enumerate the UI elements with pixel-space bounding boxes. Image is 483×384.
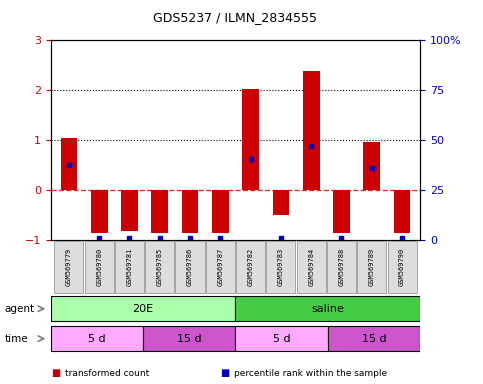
Text: GSM569785: GSM569785: [157, 248, 163, 286]
Text: saline: saline: [312, 304, 344, 314]
Text: GSM569782: GSM569782: [248, 248, 254, 286]
Text: GDS5237 / ILMN_2834555: GDS5237 / ILMN_2834555: [154, 12, 317, 25]
FancyBboxPatch shape: [143, 326, 236, 351]
Text: agent: agent: [5, 304, 35, 314]
FancyBboxPatch shape: [297, 240, 326, 293]
Text: GSM569781: GSM569781: [127, 248, 132, 286]
FancyBboxPatch shape: [51, 296, 236, 321]
FancyBboxPatch shape: [85, 240, 114, 293]
FancyBboxPatch shape: [145, 240, 174, 293]
FancyBboxPatch shape: [55, 240, 84, 293]
Text: ■: ■: [51, 368, 60, 378]
FancyBboxPatch shape: [236, 240, 265, 293]
FancyBboxPatch shape: [387, 240, 416, 293]
Text: GSM569784: GSM569784: [308, 248, 314, 286]
Text: GSM569787: GSM569787: [217, 248, 223, 286]
Text: 15 d: 15 d: [177, 334, 201, 344]
Bar: [151, 190, 168, 233]
Text: percentile rank within the sample: percentile rank within the sample: [234, 369, 387, 378]
FancyBboxPatch shape: [236, 326, 328, 351]
Bar: [272, 190, 289, 215]
Bar: [333, 190, 350, 233]
Text: GSM569786: GSM569786: [187, 248, 193, 286]
Bar: [121, 190, 138, 231]
Bar: [60, 138, 77, 190]
Bar: [394, 190, 411, 233]
FancyBboxPatch shape: [51, 326, 143, 351]
FancyBboxPatch shape: [266, 240, 296, 293]
Bar: [212, 190, 228, 233]
Text: GSM569789: GSM569789: [369, 248, 375, 286]
Text: 5 d: 5 d: [273, 334, 290, 344]
Bar: [303, 71, 320, 190]
FancyBboxPatch shape: [175, 240, 205, 293]
Text: 5 d: 5 d: [88, 334, 106, 344]
Bar: [363, 142, 380, 190]
Text: transformed count: transformed count: [65, 369, 149, 378]
FancyBboxPatch shape: [328, 326, 420, 351]
Text: GSM569790: GSM569790: [399, 248, 405, 286]
Text: GSM569783: GSM569783: [278, 248, 284, 286]
FancyBboxPatch shape: [206, 240, 235, 293]
Text: ■: ■: [220, 368, 229, 378]
FancyBboxPatch shape: [327, 240, 356, 293]
Text: 20E: 20E: [132, 304, 154, 314]
Bar: [182, 190, 199, 233]
Text: 15 d: 15 d: [362, 334, 386, 344]
FancyBboxPatch shape: [357, 240, 386, 293]
FancyBboxPatch shape: [115, 240, 144, 293]
Text: time: time: [5, 334, 28, 344]
Text: GSM569780: GSM569780: [96, 248, 102, 286]
Bar: [91, 190, 108, 233]
Text: GSM569788: GSM569788: [339, 248, 344, 286]
Bar: [242, 89, 259, 190]
Text: GSM569779: GSM569779: [66, 248, 72, 286]
FancyBboxPatch shape: [236, 296, 420, 321]
